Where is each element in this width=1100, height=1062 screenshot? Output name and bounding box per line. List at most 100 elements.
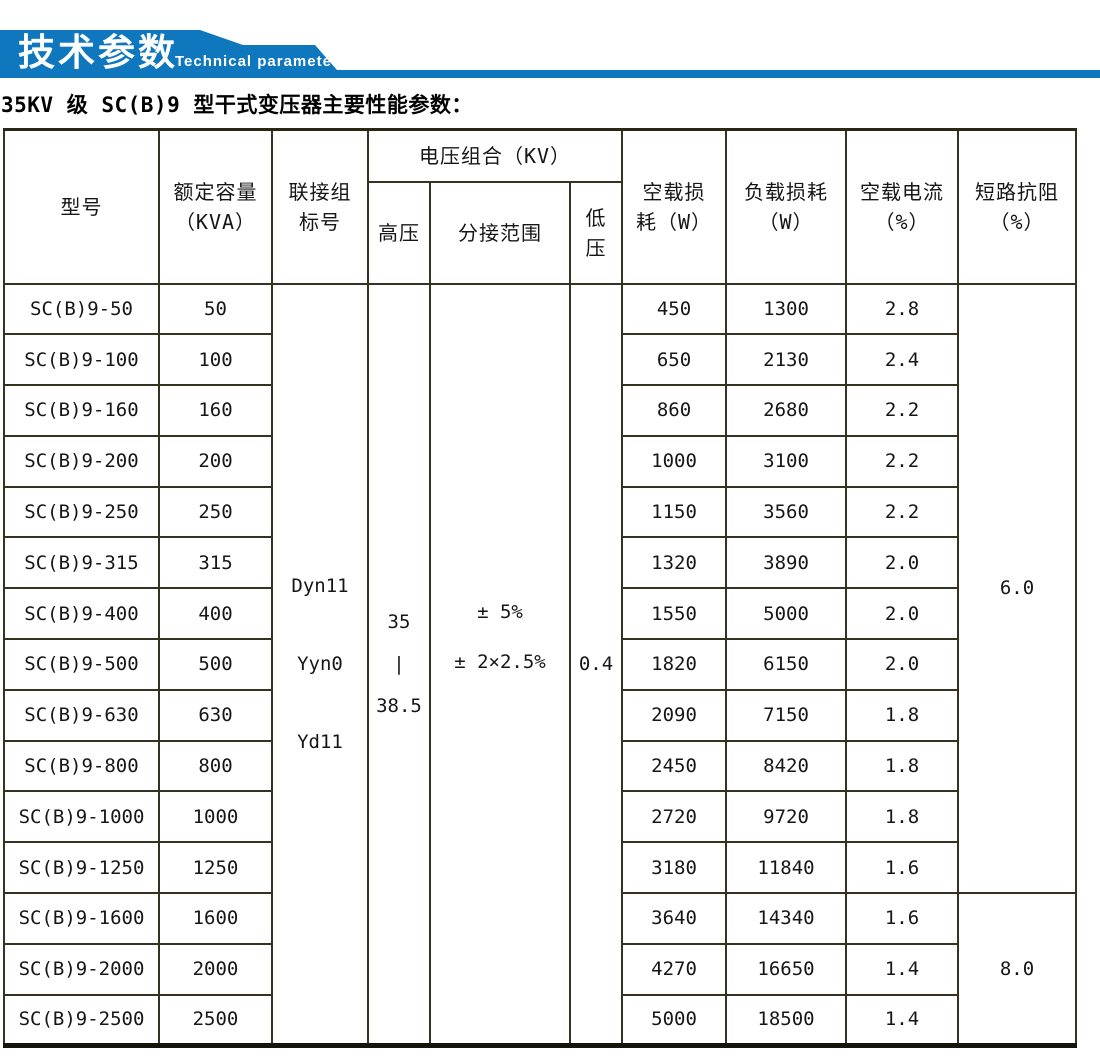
capacity-cell: 315	[158, 536, 273, 590]
load-loss-cell: 2130	[725, 333, 848, 387]
table-row: SC(B)9-1600 1600 3640 14340 1.6 8.0	[3, 892, 1078, 1047]
load-loss-cell: 5000	[725, 587, 848, 641]
table-row: SC(B)9-160 160 860 2680 2.2	[3, 384, 1076, 437]
header-connection-line1: 联接组	[288, 179, 352, 204]
capacity-cell: 630	[158, 688, 273, 742]
no-load-current-cell: 1.4	[845, 942, 960, 996]
capacity-cell: 500	[158, 638, 273, 691]
no-load-current-cell: 1.8	[845, 739, 960, 793]
model-cell: SC(B)9-400	[3, 587, 160, 641]
no-load-current-cell: 2.2	[845, 384, 960, 437]
header-capacity-line1: 额定容量	[173, 179, 258, 204]
impedance-cell: 6.0	[957, 282, 1078, 895]
capacity-cell: 2000	[158, 942, 273, 996]
capacity-cell: 800	[158, 739, 273, 793]
model-cell: SC(B)9-500	[3, 638, 160, 691]
table-row: SC(B)9-1000 1000 2720 9720 1.8	[3, 790, 1076, 844]
load-loss-cell: 6150	[725, 638, 848, 691]
header-impedance-line2: （%）	[989, 209, 1045, 234]
load-loss-cell: 8420	[725, 739, 848, 793]
no-load-current-cell: 2.0	[845, 638, 960, 691]
no-load-loss-cell: 450	[621, 282, 728, 336]
header-impedance: 短路抗阻 （%）	[957, 128, 1078, 285]
low-voltage-cell: 0.4	[568, 282, 624, 1047]
no-load-current-cell: 1.8	[845, 790, 960, 844]
no-load-current-cell: 1.6	[845, 892, 960, 945]
banner-subtitle: Technical parameter	[175, 53, 339, 70]
no-load-loss-cell: 4270	[621, 942, 728, 996]
no-load-current-cell: 2.2	[845, 434, 960, 488]
table-row: SC(B)9-2000 2000 4270 16650 1.4	[3, 942, 1076, 996]
header-impedance-line1: 短路抗阻	[975, 179, 1060, 204]
load-loss-cell: 3890	[725, 536, 848, 590]
connection-group-cell-stack: Dyn11 Yyn0 Yd11	[274, 574, 366, 753]
header-model: 型号	[3, 128, 160, 285]
no-load-current-cell: 1.8	[845, 688, 960, 742]
header-low-voltage-line1: 低	[585, 205, 607, 230]
header-capacity-line2: （KVA）	[174, 209, 257, 234]
header-no-load-loss-line2: 耗（W）	[635, 209, 713, 234]
table-row: SC(B)9-200 200 1000 3100 2.2	[3, 434, 1076, 488]
model-cell: SC(B)9-2500	[3, 993, 160, 1047]
parameters-table-body: SC(B)9-50 50 Dyn11 Yyn0 Yd11 35 | 38.5 ± 5% ± 2×2…	[3, 282, 1078, 1047]
high-voltage-cell: 35 | 38.5	[367, 282, 431, 1047]
model-cell: SC(B)9-50	[3, 282, 160, 336]
no-load-current-cell: 2.4	[845, 333, 960, 387]
banner-title: 技术参数	[18, 32, 178, 73]
load-loss-cell: 11840	[725, 841, 848, 895]
load-loss-cell: 16650	[725, 942, 848, 996]
model-cell: SC(B)9-250	[3, 485, 160, 539]
connection-label: Dyn11	[291, 574, 349, 597]
no-load-loss-cell: 860	[621, 384, 728, 437]
parameters-table: 型号 额定容量 （KVA） 联接组 标号 电压组合（KV） 空载损 耗（W） 负…	[3, 128, 1078, 1048]
no-load-loss-cell: 650	[621, 333, 728, 387]
table-row: SC(B)9-630 630 2090 7150 1.8	[3, 688, 1076, 742]
capacity-cell: 100	[158, 333, 273, 387]
high-voltage-cell-stack: 35 | 38.5	[370, 610, 428, 717]
table-row: SC(B)9-800 800 2450 8420 1.8	[3, 739, 1076, 793]
header-no-load-current-line1: 空载电流	[860, 179, 945, 204]
connection-label: Yd11	[297, 730, 343, 753]
no-load-loss-cell: 2090	[621, 688, 728, 742]
load-loss-cell: 2680	[725, 384, 848, 437]
no-load-current-cell: 2.8	[845, 282, 960, 336]
no-load-current-cell: 2.0	[845, 587, 960, 641]
page-title: 35KV 级 SC(B)9 型干式变压器主要性能参数：	[1, 93, 473, 117]
no-load-loss-cell: 1320	[621, 536, 728, 590]
model-cell: SC(B)9-630	[3, 688, 160, 742]
no-load-current-cell: 1.4	[845, 993, 960, 1047]
capacity-cell: 1000	[158, 790, 273, 844]
model-cell: SC(B)9-1600	[3, 892, 160, 945]
model-cell: SC(B)9-100	[3, 333, 160, 387]
hv-value: 38.5	[376, 694, 422, 717]
header-load-loss: 负载损耗 （W）	[725, 128, 848, 285]
capacity-cell: 250	[158, 485, 273, 539]
model-cell: SC(B)9-1250	[3, 841, 160, 895]
no-load-loss-cell: 5000	[621, 993, 728, 1047]
no-load-loss-cell: 3640	[621, 892, 728, 945]
model-cell: SC(B)9-160	[3, 384, 160, 437]
load-loss-cell: 7150	[725, 688, 848, 742]
table-row: SC(B)9-2500 2500 5000 18500 1.4	[3, 993, 1076, 1047]
load-loss-cell: 14340	[725, 892, 848, 945]
table-row: SC(B)9-250 250 1150 3560 2.2	[3, 485, 1076, 539]
capacity-cell: 50	[158, 282, 273, 336]
hv-separator: |	[393, 652, 405, 675]
parameters-table-wrapper: 型号 额定容量 （KVA） 联接组 标号 电压组合（KV） 空载损 耗（W） 负…	[3, 128, 1078, 1048]
table-row: SC(B)9-315 315 1320 3890 2.0	[3, 536, 1076, 590]
no-load-loss-cell: 2720	[621, 790, 728, 844]
no-load-loss-cell: 1550	[621, 587, 728, 641]
tap-range-cell-stack: ± 5% ± 2×2.5%	[432, 600, 568, 673]
load-loss-cell: 18500	[725, 993, 848, 1047]
header-load-loss-line1: 负载损耗	[744, 179, 829, 204]
tap-range-value: ± 2×2.5%	[454, 650, 546, 673]
no-load-loss-cell: 2450	[621, 739, 728, 793]
hv-value: 35	[387, 610, 411, 633]
table-row: SC(B)9-50 50 Dyn11 Yyn0 Yd11 35 | 38.5 ± 5% ± 2×2…	[3, 282, 1078, 1047]
tap-range-value: ± 5%	[477, 600, 523, 623]
capacity-cell: 160	[158, 384, 273, 437]
header-low-voltage-line2: 压	[585, 235, 607, 260]
header-voltage-group: 电压组合（KV）	[366, 128, 624, 183]
impedance-cell: 8.0	[957, 892, 1078, 1047]
no-load-current-cell: 2.0	[845, 536, 960, 590]
